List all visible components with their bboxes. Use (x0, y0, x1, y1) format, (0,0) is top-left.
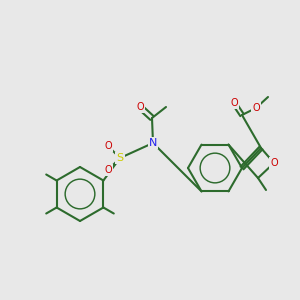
Text: O: O (104, 141, 112, 151)
Text: O: O (252, 103, 260, 113)
Text: O: O (270, 158, 278, 168)
Text: N: N (149, 138, 157, 148)
Text: S: S (116, 153, 124, 163)
Text: O: O (104, 165, 112, 175)
Text: O: O (230, 98, 238, 108)
Text: O: O (136, 102, 144, 112)
